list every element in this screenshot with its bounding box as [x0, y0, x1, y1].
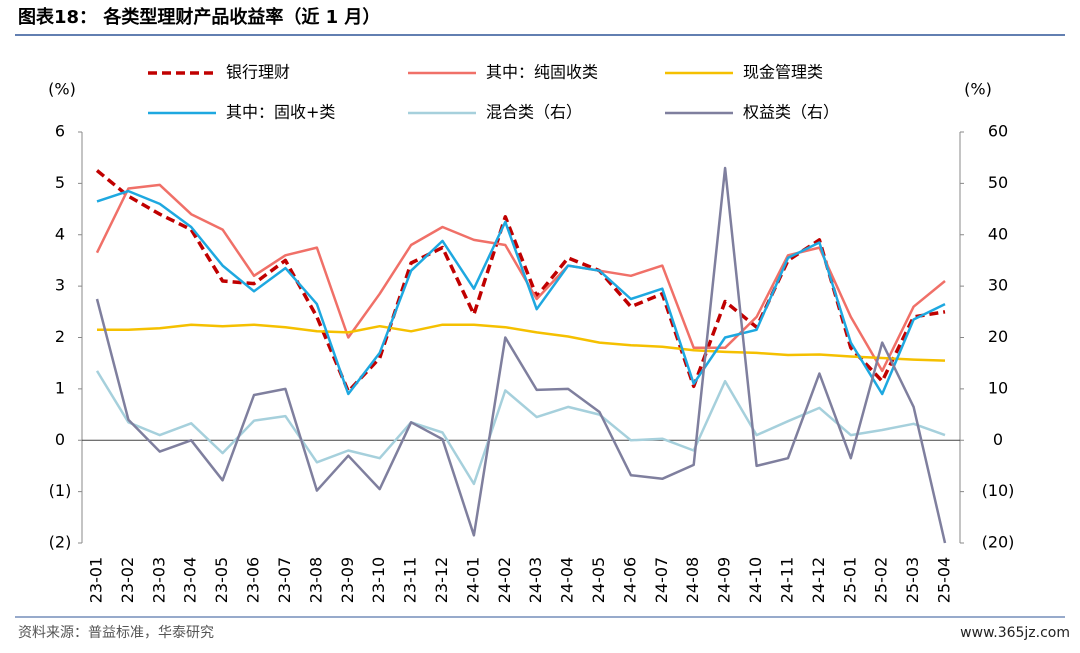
- y-tick-label: 6: [55, 122, 65, 141]
- y2-label: (%): [964, 80, 992, 99]
- x-tick-label: 23-07: [275, 557, 294, 604]
- y-tick-label: 2: [55, 327, 65, 346]
- x-tick-label: 24-11: [777, 557, 796, 604]
- title: 图表18： 各类型理财产品收益率（近 1 月）: [18, 6, 380, 28]
- x-tick-label: 24-10: [746, 557, 765, 604]
- y2-tick-label: 60: [988, 122, 1008, 141]
- series-line: [97, 323, 946, 362]
- x-tick-label: 23-04: [181, 557, 200, 604]
- legend-label: 银行理财: [226, 63, 290, 82]
- series-line: [96, 189, 946, 396]
- series-line: [95, 370, 946, 486]
- x-tick-label: 25-03: [903, 557, 922, 604]
- x-tick-label: 25-04: [935, 557, 954, 604]
- x-tick-label: 24-01: [463, 557, 482, 604]
- x-tick-label: 23-03: [149, 557, 168, 604]
- x-tick-label: 23-05: [212, 557, 231, 604]
- legend-label: 其中：纯固收类: [486, 63, 598, 82]
- y2-tick-label: (10): [982, 481, 1015, 500]
- x-tick-label: 25-02: [872, 557, 891, 604]
- y-tick-label: 5: [55, 173, 65, 192]
- y-tick-label: 0: [55, 430, 65, 449]
- x-tick-label: 23-08: [306, 557, 325, 604]
- x-tick-label: 24-06: [620, 557, 639, 604]
- series-line: [95, 166, 947, 544]
- y-tick-label: (1): [49, 481, 72, 500]
- x-tick-label: 23-01: [87, 557, 106, 604]
- x-tick-label: 24-04: [558, 557, 577, 604]
- series-line: [95, 169, 946, 394]
- legend-label: 权益类（右）: [743, 103, 839, 122]
- y-tick-label: 3: [55, 276, 65, 295]
- x-tick-label: 24-03: [526, 557, 545, 604]
- x-tick-label: 24-09: [715, 557, 734, 604]
- x-tick-label: 23-09: [338, 557, 357, 604]
- y2-tick-label: (20): [982, 533, 1015, 552]
- y2-tick-label: 50: [988, 173, 1008, 192]
- series-line: [95, 183, 946, 373]
- x-tick-label: 23-10: [369, 557, 388, 604]
- source: 资料来源：普益标准，华泰研究: [18, 625, 214, 641]
- x-tick-label: 23-02: [118, 557, 137, 604]
- y2-tick-label: 40: [988, 224, 1008, 243]
- x-tick-label: 23-06: [244, 557, 263, 604]
- y-tick-label: 1: [55, 378, 65, 397]
- y-tick-label: 4: [55, 224, 65, 243]
- x-tick-label: 24-07: [652, 557, 671, 604]
- x-tick-label: 23-11: [401, 557, 420, 604]
- legend-label: 其中：固收+类: [226, 103, 335, 122]
- watermark: www.365jz.com: [960, 625, 1070, 641]
- x-tick-label: 24-05: [589, 557, 608, 604]
- y2-tick-label: 20: [988, 327, 1008, 346]
- y2-tick-label: 0: [993, 430, 1003, 449]
- x-tick-label: 24-08: [683, 557, 702, 604]
- y-label: (%): [48, 80, 76, 99]
- legend-label: 现金管理类: [743, 63, 823, 82]
- x-tick-label: 24-02: [495, 557, 514, 604]
- legend-label: 混合类（右）: [486, 103, 582, 122]
- x-tick-label: 25-01: [840, 557, 859, 604]
- y-tick-label: (2): [49, 533, 72, 552]
- y2-tick-label: 30: [988, 276, 1008, 295]
- y2-tick-label: 10: [988, 378, 1008, 397]
- x-tick-label: 23-12: [432, 557, 451, 604]
- x-tick-label: 24-12: [809, 557, 828, 604]
